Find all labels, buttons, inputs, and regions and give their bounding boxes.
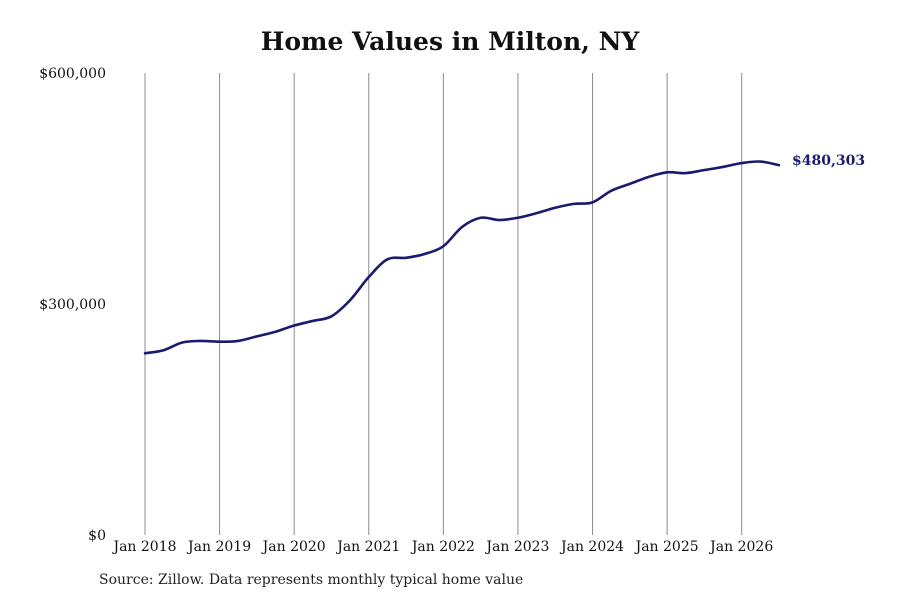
data-labels: $480,303 [792, 153, 865, 169]
x-tick-label: Jan 2024 [559, 539, 624, 555]
grid-lines [144, 73, 743, 535]
source-note: Source: Zillow. Data represents monthly … [99, 572, 524, 588]
series-line [143, 160, 781, 355]
x-tick-label: Jan 2023 [484, 539, 549, 555]
end-value-label: $480,303 [792, 153, 865, 169]
x-tick-label: Jan 2022 [410, 539, 475, 555]
series-group [143, 160, 781, 355]
x-axis-tick-labels: Jan 2018 Jan 2019 Jan 2020 Jan 2021 Jan 2022… [111, 539, 773, 555]
x-tick-label: Jan 2020 [261, 539, 326, 555]
chart-title: Home Values in Milton, NY [260, 27, 640, 56]
y-tick-label: $300,000 [39, 297, 106, 313]
x-tick-label: Jan 2019 [186, 539, 251, 555]
x-tick-label: Jan 2021 [335, 539, 400, 555]
x-tick-label: Jan 2018 [111, 539, 176, 555]
y-axis-tick-labels: $0 $300,000 $600,000 [39, 66, 106, 544]
y-tick-label: $0 [88, 528, 106, 544]
x-tick-label: Jan 2026 [708, 539, 773, 555]
x-tick-label: Jan 2025 [634, 539, 699, 555]
y-tick-label: $600,000 [39, 66, 106, 82]
